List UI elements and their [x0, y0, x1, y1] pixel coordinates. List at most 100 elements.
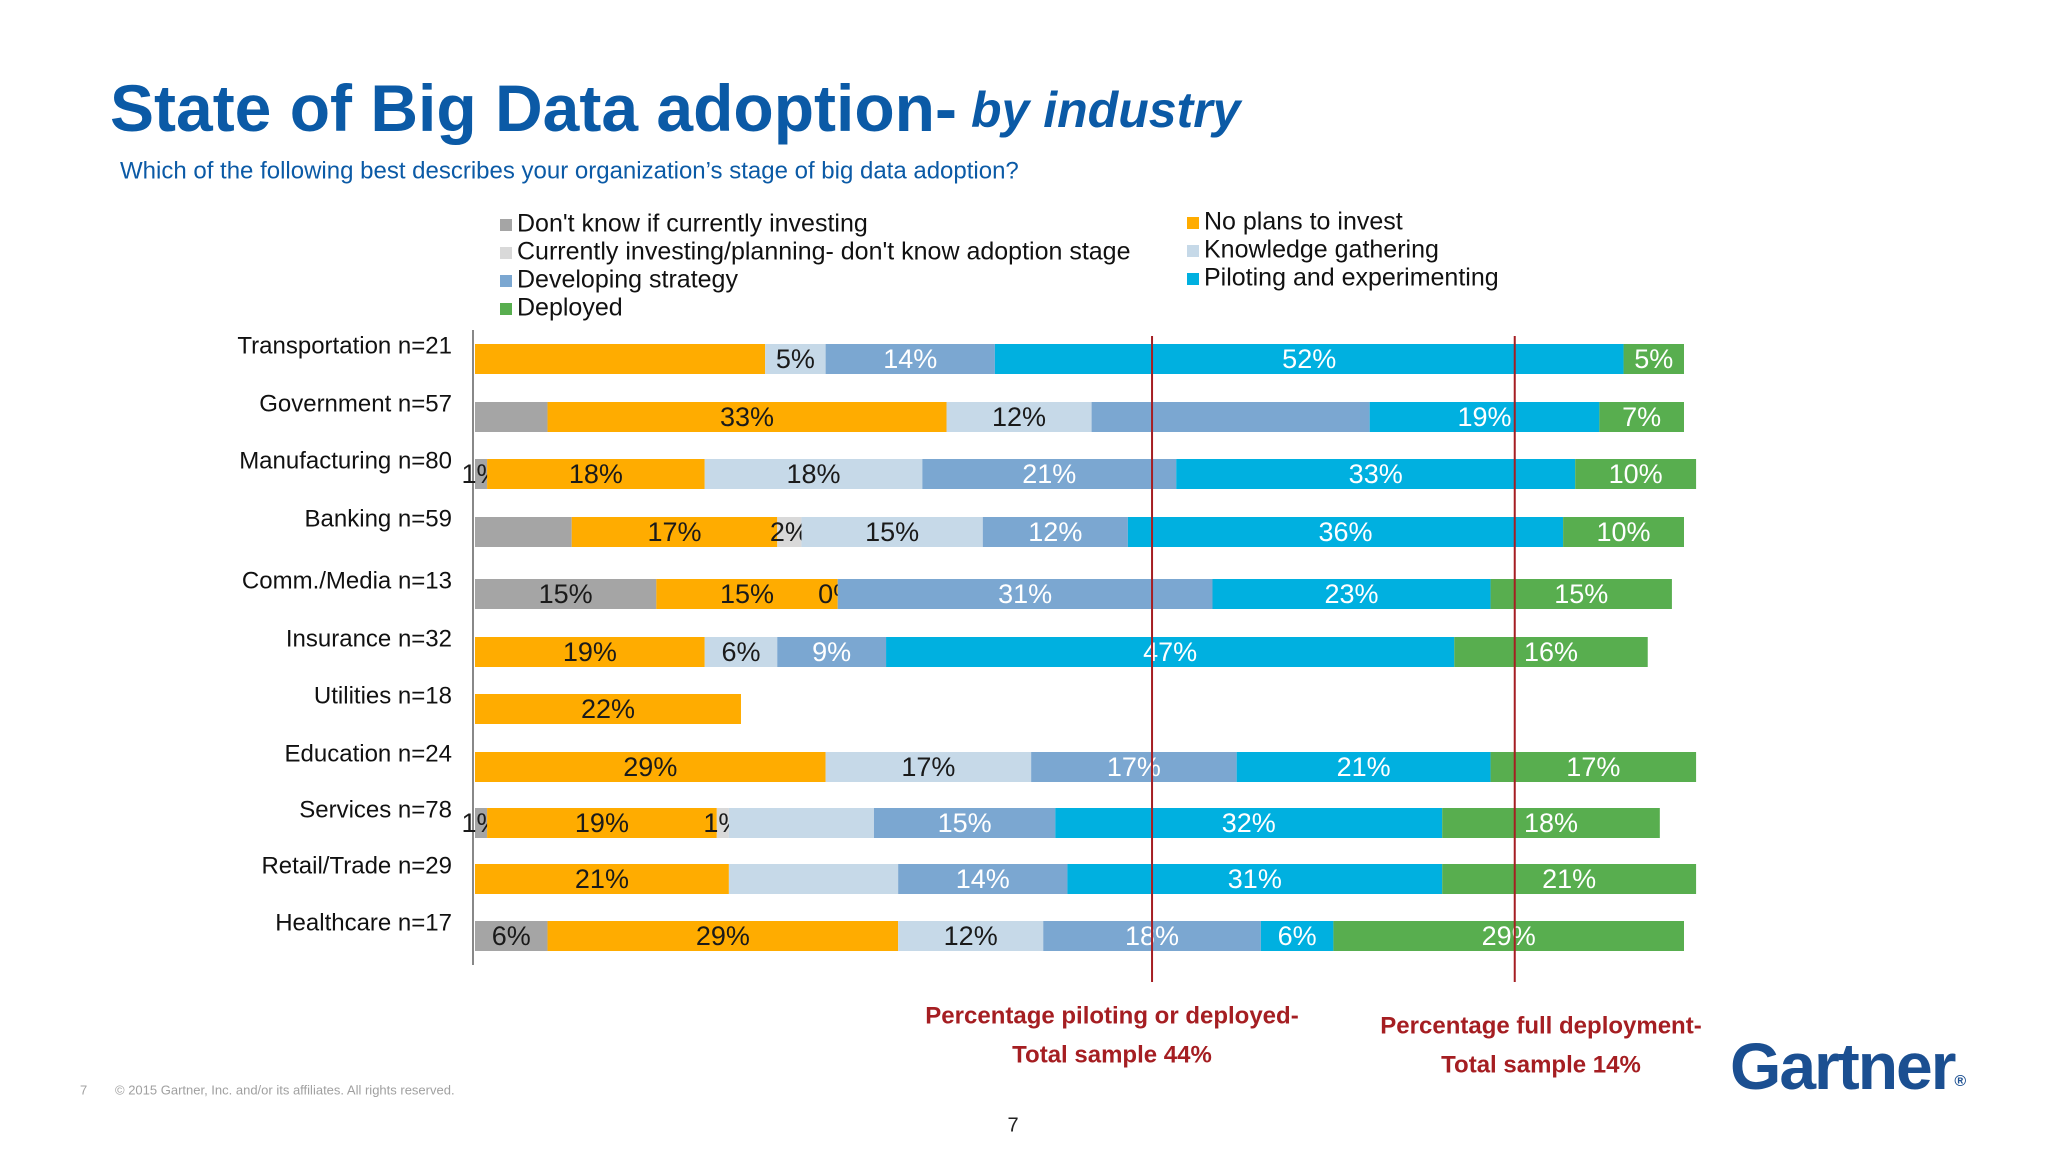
bar-segment	[716, 808, 729, 838]
value-label: 31%	[998, 579, 1052, 609]
slide-title: State of Big Data adoption-by industry	[110, 71, 1243, 145]
slide-number: 7	[80, 1082, 87, 1097]
value-label: 16%	[1524, 637, 1578, 667]
reference-annotation: Total sample 14%	[1441, 1051, 1641, 1078]
value-label: 23%	[1325, 579, 1379, 609]
value-label: 52%	[1282, 344, 1336, 374]
bar-segment	[475, 579, 657, 609]
reference-annotation: Percentage piloting or deployed-	[925, 1002, 1298, 1029]
bar-segment	[1067, 864, 1443, 894]
legend-swatch	[500, 219, 512, 231]
bar-segment	[487, 808, 717, 838]
value-label: 6%	[721, 637, 760, 667]
bar-segment	[1599, 402, 1684, 432]
value-label: 31%	[1228, 864, 1282, 894]
logo-mark: ®	[1954, 1073, 1966, 1090]
value-label: 5%	[776, 344, 815, 374]
value-label: 15%	[539, 579, 593, 609]
category-label: Services n=78	[299, 796, 452, 823]
bar-segment	[898, 864, 1068, 894]
page-number: 7	[1007, 1114, 1018, 1136]
category-label: Manufacturing n=80	[239, 447, 452, 474]
bar-segment	[656, 579, 838, 609]
bar-segment	[825, 344, 995, 374]
bar-segment	[475, 752, 826, 782]
bar-segment	[946, 402, 1092, 432]
bar-segment	[765, 344, 826, 374]
legend-label: Knowledge gathering	[1204, 236, 1439, 264]
value-label: 21%	[1337, 752, 1391, 782]
category-label: Government n=57	[259, 390, 452, 417]
legend-swatch	[500, 303, 512, 315]
category-label: Healthcare n=17	[275, 909, 452, 936]
value-label: 19%	[1457, 402, 1511, 432]
value-label: 32%	[1222, 808, 1276, 838]
title-emphasis: by industry	[971, 82, 1243, 138]
bar-segment	[1454, 637, 1648, 667]
value-label: 36%	[1318, 517, 1372, 547]
value-label: 9%	[812, 637, 851, 667]
bar-segment	[475, 864, 729, 894]
legend-label: Don't know if currently investing	[517, 210, 868, 238]
value-label: 12%	[992, 402, 1046, 432]
bar-segment	[1091, 402, 1370, 432]
category-label: Comm./Media n=13	[242, 567, 452, 594]
bar-segment	[1260, 921, 1334, 951]
title-main: State of Big Data adoption-	[110, 71, 957, 145]
bar-segment	[825, 752, 1032, 782]
value-label: 21%	[575, 864, 629, 894]
value-label: 12%	[944, 921, 998, 951]
bar-segment	[1442, 864, 1697, 894]
value-label: 7%	[1622, 402, 1661, 432]
reference-annotation: Total sample 44%	[1012, 1041, 1212, 1068]
category-label: Banking n=59	[305, 505, 452, 532]
value-label: 18%	[569, 459, 623, 489]
value-label: 17%	[1566, 752, 1620, 782]
bar-segment	[704, 637, 778, 667]
bar-segment	[1055, 808, 1443, 838]
legend-label: Developing strategy	[517, 266, 738, 294]
category-label: Utilities n=18	[314, 682, 452, 709]
value-label: 19%	[575, 808, 629, 838]
bar-segment	[777, 517, 802, 547]
bar-segment	[898, 921, 1044, 951]
legend-swatch	[500, 275, 512, 287]
value-label: 14%	[956, 864, 1010, 894]
legend-swatch	[500, 247, 512, 259]
bar-segment	[1369, 402, 1600, 432]
logo: Gartner®	[1730, 1029, 1966, 1103]
value-label: 15%	[720, 579, 774, 609]
bar-segment	[728, 808, 874, 838]
logo-text: Gartner	[1730, 1029, 1956, 1103]
category-label: Insurance n=32	[286, 625, 452, 652]
value-label: 21%	[1542, 864, 1596, 894]
bar-segment	[922, 459, 1177, 489]
value-label: 15%	[1554, 579, 1608, 609]
bar-segment	[873, 808, 1056, 838]
bar-segment	[1127, 517, 1564, 547]
bar-segment	[1490, 579, 1672, 609]
value-label: 18%	[1524, 808, 1578, 838]
bar-segment	[1333, 921, 1684, 951]
category-label: Retail/Trade n=29	[261, 852, 452, 879]
value-label: 29%	[1482, 921, 1536, 951]
bar-segment	[1442, 808, 1660, 838]
value-label: 17%	[901, 752, 955, 782]
value-label: 12%	[1028, 517, 1082, 547]
legend-label: Piloting and experimenting	[1204, 264, 1499, 292]
bar-segment	[475, 459, 488, 489]
bar-segment	[837, 579, 1213, 609]
value-label: 29%	[696, 921, 750, 951]
value-label: 14%	[883, 344, 937, 374]
value-label: 10%	[1609, 459, 1663, 489]
bar-segment	[475, 344, 766, 374]
legend-label: Deployed	[517, 294, 623, 322]
value-label: 19%	[563, 637, 617, 667]
bar-segment	[1563, 517, 1684, 547]
bar-segment	[704, 459, 923, 489]
legend-label: No plans to invest	[1204, 208, 1403, 236]
bar-segment	[475, 694, 741, 724]
legend-swatch	[1187, 217, 1199, 229]
